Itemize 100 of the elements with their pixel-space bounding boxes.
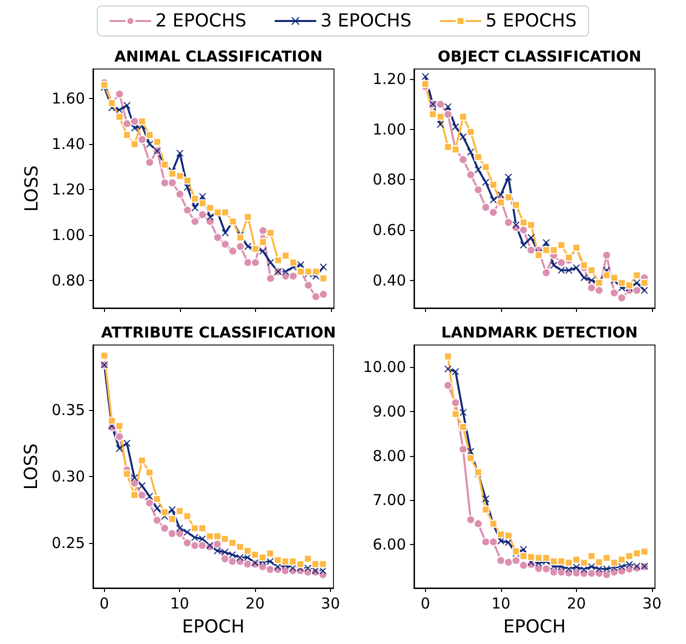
point bbox=[100, 80, 108, 89]
point bbox=[138, 117, 146, 126]
point bbox=[564, 254, 573, 262]
point bbox=[198, 535, 206, 542]
chart-title: ATTRIBUTE CLASSIFICATION bbox=[101, 324, 336, 342]
point bbox=[460, 408, 467, 416]
point bbox=[618, 563, 626, 570]
point bbox=[512, 200, 520, 209]
point bbox=[474, 153, 482, 162]
point bbox=[221, 208, 230, 216]
point bbox=[550, 262, 558, 269]
legend-label: 2 EPOCHS bbox=[155, 10, 246, 32]
point bbox=[520, 552, 528, 560]
point bbox=[266, 558, 274, 565]
point bbox=[214, 547, 221, 554]
point bbox=[296, 560, 304, 568]
point bbox=[212, 540, 222, 549]
point bbox=[176, 150, 184, 157]
point bbox=[482, 506, 490, 514]
point bbox=[191, 534, 198, 542]
point bbox=[297, 261, 304, 268]
point bbox=[421, 80, 430, 88]
point bbox=[282, 252, 290, 260]
point bbox=[153, 138, 162, 146]
point bbox=[199, 192, 206, 200]
point bbox=[474, 185, 483, 194]
point bbox=[580, 261, 588, 270]
point bbox=[526, 246, 536, 255]
point bbox=[626, 561, 633, 568]
point bbox=[175, 529, 184, 538]
point bbox=[580, 558, 588, 567]
point bbox=[466, 128, 475, 136]
point bbox=[640, 286, 648, 294]
y-tick-label: 1.20 bbox=[372, 70, 406, 88]
y-tick-label: 0.40 bbox=[372, 271, 406, 290]
point bbox=[312, 268, 320, 276]
point bbox=[123, 102, 130, 109]
point bbox=[168, 170, 176, 178]
point bbox=[115, 422, 124, 430]
point bbox=[108, 416, 116, 425]
point bbox=[116, 445, 123, 452]
point bbox=[512, 547, 520, 556]
point bbox=[311, 292, 320, 302]
point bbox=[250, 258, 260, 267]
point bbox=[228, 538, 236, 547]
point bbox=[182, 538, 192, 548]
point bbox=[602, 250, 612, 260]
point bbox=[482, 163, 490, 172]
point bbox=[312, 567, 319, 574]
point bbox=[318, 560, 327, 568]
point bbox=[146, 131, 154, 140]
point bbox=[602, 271, 611, 280]
point bbox=[258, 553, 267, 562]
point bbox=[244, 554, 252, 561]
point bbox=[191, 204, 198, 212]
point bbox=[588, 266, 596, 274]
point bbox=[444, 380, 452, 390]
point bbox=[243, 258, 252, 267]
y-tick-label: 0.25 bbox=[52, 534, 85, 552]
point bbox=[282, 268, 290, 276]
point bbox=[236, 242, 245, 252]
point bbox=[152, 516, 162, 525]
y-tick-label: 0.60 bbox=[372, 221, 406, 240]
point bbox=[504, 193, 512, 202]
point bbox=[190, 194, 199, 203]
point bbox=[572, 556, 580, 564]
point bbox=[220, 240, 230, 249]
point bbox=[311, 560, 320, 568]
x-tick-label: 30 bbox=[642, 594, 662, 612]
point bbox=[422, 73, 429, 80]
point bbox=[130, 478, 139, 488]
point bbox=[481, 202, 490, 212]
x-tick-label: 20 bbox=[566, 594, 586, 612]
x-axis-title: EPOCH bbox=[182, 616, 244, 638]
point bbox=[183, 176, 192, 185]
x-tick-label: 20 bbox=[246, 594, 265, 612]
point bbox=[594, 286, 604, 295]
point bbox=[206, 213, 214, 220]
point bbox=[603, 565, 610, 572]
point bbox=[459, 423, 468, 432]
point bbox=[617, 293, 626, 302]
y-axis-title: LOSS bbox=[21, 443, 42, 490]
point bbox=[542, 239, 550, 246]
point bbox=[138, 135, 147, 144]
point bbox=[557, 241, 566, 250]
point bbox=[228, 556, 237, 566]
point bbox=[458, 444, 468, 454]
point bbox=[228, 246, 238, 256]
point bbox=[633, 279, 640, 286]
point bbox=[587, 283, 596, 292]
point bbox=[289, 258, 298, 266]
legend-label: 5 EPOCHS bbox=[486, 10, 577, 32]
point bbox=[632, 271, 641, 280]
point bbox=[266, 274, 276, 283]
point bbox=[116, 106, 123, 114]
point bbox=[176, 524, 184, 532]
point bbox=[243, 560, 252, 569]
point bbox=[319, 567, 326, 574]
point bbox=[550, 557, 558, 566]
point bbox=[497, 537, 504, 544]
